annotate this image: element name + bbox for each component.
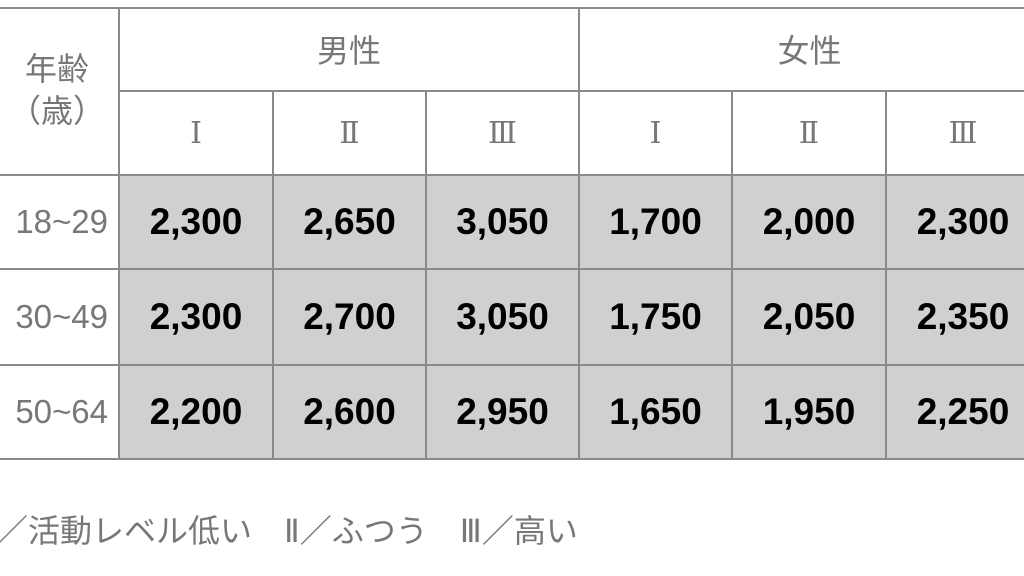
age-range-cell-text: 18~29 bbox=[15, 203, 108, 240]
group-header-female: 女性 bbox=[580, 8, 1024, 92]
value-cell: 2,600 bbox=[274, 366, 427, 460]
level-header-text: Ⅱ bbox=[798, 115, 820, 151]
value-cell: 3,050 bbox=[427, 270, 580, 366]
age-unit: （歳） bbox=[8, 93, 105, 129]
value-cell: 1,950 bbox=[733, 366, 887, 460]
value-cell-text: 2,200 bbox=[149, 391, 243, 432]
value-cell: 2,000 bbox=[733, 176, 887, 270]
age-header: 年齢 （歳） bbox=[0, 8, 120, 176]
value-cell: 2,300 bbox=[120, 176, 274, 270]
value-cell-text: 1,750 bbox=[609, 296, 702, 337]
value-cell-text: 1,650 bbox=[609, 391, 702, 432]
value-cell-text: 2,350 bbox=[916, 296, 1010, 337]
value-cell: 3,050 bbox=[427, 176, 580, 270]
level-header-text: Ⅰ bbox=[190, 115, 202, 151]
value-cell-text: 2,000 bbox=[762, 201, 856, 242]
age-range-cell-text: 50~64 bbox=[15, 393, 108, 430]
value-cell: 2,650 bbox=[274, 176, 427, 270]
activity-level-legend: ／活動レベル低い Ⅱ／ふつう Ⅲ／高い bbox=[0, 513, 578, 549]
table-top-border bbox=[0, 7, 1024, 9]
value-cell: 2,300 bbox=[887, 176, 1024, 270]
value-cell-text: 2,950 bbox=[456, 391, 549, 432]
level-header-text: Ⅲ bbox=[948, 115, 978, 151]
level-header: Ⅰ bbox=[120, 92, 274, 176]
value-cell-text: 2,700 bbox=[303, 296, 396, 337]
value-cell-text: 2,250 bbox=[916, 391, 1010, 432]
level-header-text: Ⅲ bbox=[488, 115, 517, 151]
value-cell: 1,750 bbox=[580, 270, 733, 366]
group-header-male: 男性 bbox=[120, 8, 580, 92]
value-cell-text: 2,050 bbox=[762, 296, 856, 337]
group-header-male-text: 男性 bbox=[316, 33, 381, 69]
value-cell: 2,700 bbox=[274, 270, 427, 366]
level-header: Ⅲ bbox=[427, 92, 580, 176]
value-cell: 1,700 bbox=[580, 176, 733, 270]
age-range-cell-text: 30~49 bbox=[15, 298, 108, 335]
level-header: Ⅲ bbox=[887, 92, 1024, 176]
value-cell-text: 1,700 bbox=[609, 201, 702, 242]
value-cell: 2,300 bbox=[120, 270, 274, 366]
level-header-text: Ⅱ bbox=[339, 115, 360, 151]
value-cell: 1,650 bbox=[580, 366, 733, 460]
value-cell: 2,200 bbox=[120, 366, 274, 460]
level-header: Ⅱ bbox=[733, 92, 887, 176]
level-header: Ⅰ bbox=[580, 92, 733, 176]
age-range-cell: 18~29 bbox=[0, 176, 120, 270]
age-range-cell: 50~64 bbox=[0, 366, 120, 460]
group-header-female-text: 女性 bbox=[777, 33, 842, 69]
level-header: Ⅱ bbox=[274, 92, 427, 176]
value-cell-text: 2,300 bbox=[149, 201, 243, 242]
age-label: 年齢 bbox=[24, 51, 89, 88]
value-cell-text: 3,050 bbox=[456, 201, 549, 242]
value-cell-text: 2,600 bbox=[303, 391, 396, 432]
age-range-cell: 30~49 bbox=[0, 270, 120, 366]
value-cell: 2,350 bbox=[887, 270, 1024, 366]
level-header-text: Ⅰ bbox=[649, 115, 662, 151]
value-cell-text: 2,300 bbox=[149, 296, 243, 337]
value-cell-text: 3,050 bbox=[456, 296, 549, 337]
value-cell-text: 2,300 bbox=[916, 201, 1010, 242]
value-cell: 2,050 bbox=[733, 270, 887, 366]
value-cell: 2,950 bbox=[427, 366, 580, 460]
value-cell: 2,250 bbox=[887, 366, 1024, 460]
value-cell-text: 2,650 bbox=[303, 201, 396, 242]
value-cell-text: 1,950 bbox=[762, 391, 856, 432]
